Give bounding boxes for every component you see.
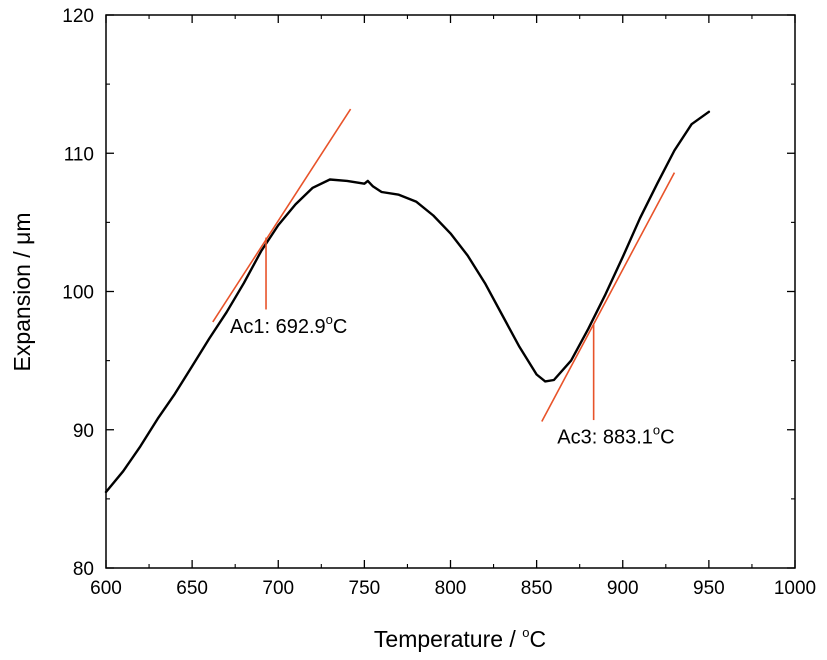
x-tick-label: 950 (693, 578, 725, 599)
x-tick-label: 800 (435, 578, 467, 599)
x-tick-label: 700 (262, 578, 294, 599)
x-tick-label: 850 (521, 578, 553, 599)
transition-label-degree: o (326, 312, 333, 327)
tangent-line-1 (212, 108, 352, 323)
expansion-curve (104, 110, 711, 494)
transition-label-degree: o (653, 423, 660, 438)
x-axis-title-degree: o (522, 625, 529, 640)
transition-label-unit: C (333, 316, 347, 338)
tangent-line-2 (541, 172, 676, 422)
transition-label-value: Ac1: 692.9 (230, 316, 326, 338)
y-tick-label: 80 (73, 559, 94, 580)
x-axis-title-main: Temperature / (374, 626, 522, 652)
axes-group (105, 14, 796, 569)
series-group (104, 110, 711, 494)
x-tick-label: 600 (90, 578, 122, 599)
y-axis-title: Expansion / μm (9, 213, 35, 372)
axis-titles-group: Temperature / oC Expansion / μm (9, 213, 546, 653)
x-axis-title: Temperature / oC (374, 625, 546, 652)
transition-label-2: Ac3: 883.1oC (557, 423, 674, 449)
y-tick-label: 90 (73, 421, 94, 442)
x-tick-label: 750 (349, 578, 381, 599)
y-tick-label: 120 (62, 6, 94, 27)
transition-label-unit: C (660, 427, 674, 449)
transition-label-1: Ac1: 692.9oC (230, 312, 347, 338)
x-axis-title-unit: C (529, 626, 546, 652)
plot-frame (105, 14, 796, 569)
x-tick-label: 650 (176, 578, 208, 599)
ticks-group: 600 650 700 750 800 850 900 950 1000 80 90 100 110 12… (62, 6, 816, 599)
y-tick-label: 110 (64, 144, 94, 165)
y-tick-label: 100 (62, 283, 94, 304)
x-tick-label: 900 (607, 578, 639, 599)
transition-label-value: Ac3: 883.1 (557, 427, 653, 449)
x-tick-label: 1000 (774, 578, 816, 599)
